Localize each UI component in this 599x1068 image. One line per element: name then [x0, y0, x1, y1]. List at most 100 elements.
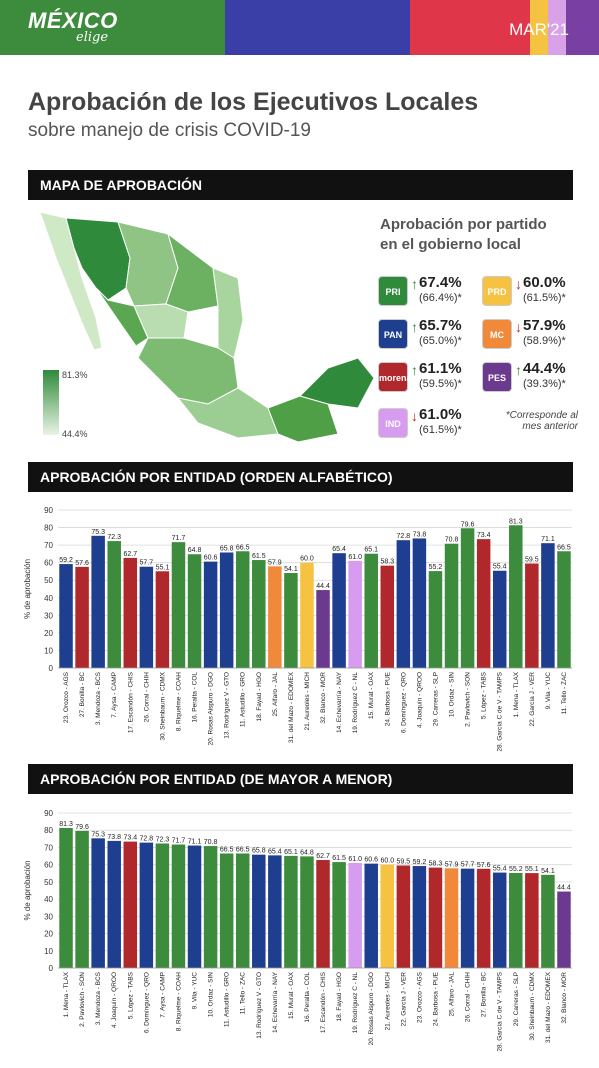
data-label: 71.1 — [541, 536, 555, 543]
y-tick-label: 20 — [44, 629, 53, 638]
y-tick-label: 90 — [44, 809, 53, 818]
map-nl-tamps — [212, 267, 244, 359]
x-tick-label: 3. Mendoza - BCS — [95, 971, 102, 1025]
data-label: 60.0 — [380, 858, 394, 865]
data-label: 79.6 — [461, 521, 475, 528]
x-tick-label: 21. Aureoles - MICH — [304, 672, 311, 731]
y-tick-label: 90 — [44, 506, 53, 515]
y-axis-label: % de aprobación — [23, 559, 32, 619]
bar — [59, 827, 73, 968]
bar — [541, 543, 555, 668]
header-color-pink — [548, 0, 566, 55]
data-label: 72.8 — [397, 533, 411, 540]
data-label: 55.2 — [429, 564, 443, 571]
page-title: Aprobación de los Ejecutivos Locales — [28, 88, 479, 116]
party-value: 65.7% — [419, 317, 462, 334]
x-tick-label: 2. Pavlovich - SON — [79, 972, 86, 1027]
bar — [284, 855, 298, 968]
header-color-blue — [225, 0, 410, 55]
arrow-up-icon: ↑ — [411, 276, 418, 292]
bar — [364, 553, 378, 668]
x-tick-label: 24. Barbosa - PUE — [384, 671, 391, 726]
x-tick-label: 4. Joaquín - QROO — [111, 972, 118, 1028]
bar — [219, 853, 234, 968]
x-tick-label: 20. Rosas Aispuro - DGO — [208, 672, 215, 745]
bar — [155, 571, 170, 668]
party-value: 67.4% — [419, 274, 462, 291]
party-panel-title-2: en el gobierno local — [380, 236, 521, 253]
party-prev-value: (61.5%)* — [419, 424, 462, 436]
x-tick-label: 11. Tello - ZAC — [561, 672, 568, 715]
pes-logo-icon: PES — [482, 362, 512, 392]
bar — [203, 846, 218, 968]
arrow-down-icon: ↓ — [411, 408, 418, 424]
bar — [268, 566, 282, 668]
section-map-header: MAPA DE APROBACIÓN — [28, 170, 573, 200]
section-sorted-header: APROBACIÓN POR ENTIDAD (DE MAYOR A MENOR… — [28, 764, 573, 794]
pri-logo-icon: PRI — [378, 276, 408, 306]
data-label: 75.3 — [91, 831, 105, 838]
bar — [412, 538, 427, 668]
bar — [155, 843, 170, 968]
x-tick-label: 24. Barbosa - PUE — [432, 971, 439, 1026]
x-tick-label: 27. Bonilla - BC — [481, 972, 488, 1017]
x-tick-label: 23. Orozco - AGS — [63, 671, 70, 723]
data-label: 66.5 — [236, 544, 250, 551]
x-tick-label: 10. Ordaz - SIN — [208, 972, 215, 1017]
bar — [75, 566, 89, 668]
map-scale-min: 44.4% — [62, 429, 88, 439]
bar — [107, 541, 121, 668]
x-tick-label: 16. Peralta - COL — [192, 672, 199, 723]
y-tick-label: 60 — [44, 559, 53, 568]
bar — [123, 557, 138, 668]
bar — [252, 854, 266, 968]
bar — [476, 868, 491, 968]
bar — [396, 865, 411, 968]
data-label: 57.7 — [140, 560, 154, 567]
y-tick-label: 0 — [49, 664, 54, 673]
bar — [509, 872, 523, 968]
party-prev-value: (58.9%)* — [523, 335, 566, 347]
pan-logo-icon: PAN — [378, 319, 408, 349]
x-tick-label: 17. Escandón - CHIS — [320, 971, 327, 1033]
data-label: 66.5 — [236, 846, 250, 853]
y-tick-label: 80 — [44, 826, 53, 835]
bar — [139, 566, 154, 668]
bar — [525, 563, 539, 668]
party-prev-value: (61.5%)* — [523, 292, 566, 304]
y-tick-label: 70 — [44, 843, 53, 852]
data-label: 81.3 — [509, 518, 523, 525]
section-alpha-header: APROBACIÓN POR ENTIDAD (ORDEN ALFABÉTICO… — [28, 462, 573, 492]
header-color-yellow — [530, 0, 548, 55]
x-tick-label: 2. Pavlovich - SON — [465, 672, 472, 727]
x-tick-label: 22. García J - VER — [400, 972, 407, 1027]
x-tick-label: 5. López - TABS — [127, 971, 134, 1019]
header-bar — [0, 0, 599, 55]
data-label: 57.7 — [461, 862, 475, 869]
x-tick-label: 15. Murat - OAX — [368, 671, 375, 719]
x-tick-label: 27. Bonilla - BC — [79, 672, 86, 717]
x-tick-label: 25. Alfaro - JAL — [449, 972, 456, 1017]
data-label: 73.8 — [413, 531, 427, 538]
data-label: 79.6 — [75, 824, 89, 831]
data-label: 75.3 — [91, 529, 105, 536]
party-note-line-1: *Corresponde al — [505, 410, 578, 421]
bar — [107, 840, 121, 968]
bar — [348, 862, 362, 968]
map-yucatan — [299, 357, 375, 409]
mc-logo-icon: MC — [482, 319, 512, 349]
page-subtitle: sobre manejo de crisis COVID-19 — [28, 120, 311, 141]
x-tick-label: 19. Rodríguez C - NL — [352, 672, 359, 734]
bar — [91, 838, 105, 968]
x-tick-label: 31. del Mazo - EDOMEX — [545, 971, 552, 1043]
y-tick-label: 20 — [44, 930, 53, 939]
data-label: 55.4 — [493, 866, 507, 873]
bar — [412, 866, 427, 968]
data-label: 61.5 — [252, 553, 266, 560]
bar — [380, 565, 395, 668]
x-tick-label: 7. Aysa - CAMP — [111, 672, 118, 718]
data-label: 55.4 — [493, 564, 507, 571]
party-prev-value: (59.5%)* — [419, 378, 462, 390]
bar — [187, 554, 202, 668]
x-tick-label: 13. Rodríguez V - GTO — [224, 672, 231, 739]
